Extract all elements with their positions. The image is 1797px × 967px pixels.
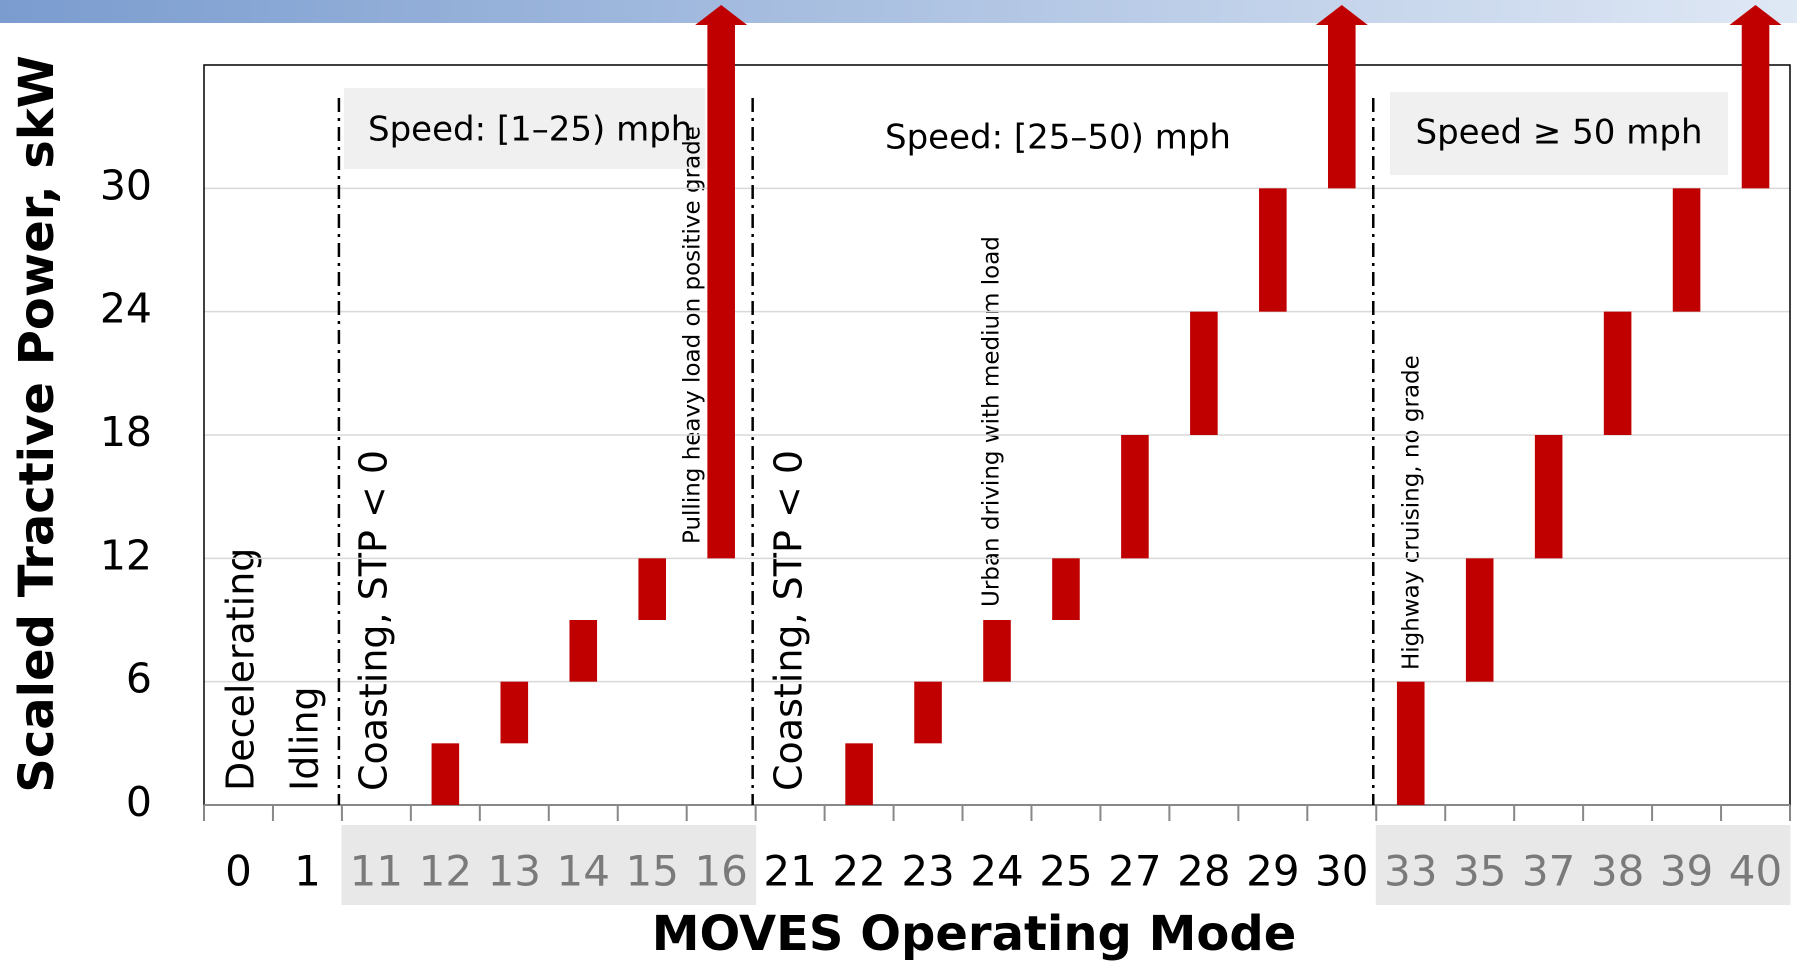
y-axis-title: Scaled Tractive Power, skW xyxy=(9,55,65,792)
arrow-head xyxy=(695,5,748,25)
annotation: Highway cruising, no grade xyxy=(1399,355,1425,670)
x-tick-label: 13 xyxy=(488,847,541,896)
x-tick-label: 24 xyxy=(970,847,1023,896)
plot-frame xyxy=(203,64,1791,805)
bar xyxy=(707,25,735,559)
bar xyxy=(1534,435,1563,559)
annotation: Decelerating xyxy=(219,548,263,791)
label-background xyxy=(1651,825,1722,905)
y-tick-label: 6 xyxy=(126,655,152,703)
x-tick-label: 16 xyxy=(694,847,747,896)
label-background xyxy=(479,825,550,905)
bar xyxy=(845,743,873,805)
x-tick-label: 11 xyxy=(350,847,403,896)
label-background xyxy=(1444,825,1515,905)
x-tick-label: 21 xyxy=(763,847,816,896)
annotation: Coasting, STP < 0 xyxy=(352,450,396,791)
speed-label: Speed ≥ 50 mph xyxy=(1415,113,1702,153)
x-tick-label: 14 xyxy=(557,847,610,896)
x-tick-label: 35 xyxy=(1453,847,1506,896)
x-tick-label: 38 xyxy=(1591,847,1644,896)
x-tick-label: 28 xyxy=(1177,847,1230,896)
speed-label: Speed: [25–50) mph xyxy=(885,118,1231,158)
x-tick-label: 37 xyxy=(1522,847,1575,896)
x-tick-label: 30 xyxy=(1315,847,1368,896)
y-tick-label: 0 xyxy=(126,778,152,826)
label-background xyxy=(617,825,688,905)
annotation: Urban driving with medium load xyxy=(979,236,1005,607)
x-tick-label: 22 xyxy=(832,847,885,896)
bar xyxy=(500,681,529,744)
header-band xyxy=(0,0,1797,23)
y-tick-label: 12 xyxy=(100,531,152,579)
bar xyxy=(914,681,942,744)
bar xyxy=(1327,25,1356,189)
x-tick-label: 23 xyxy=(901,847,954,896)
x-tick-label: 33 xyxy=(1384,847,1437,896)
x-tick-label: 27 xyxy=(1108,847,1161,896)
bar xyxy=(638,558,667,620)
bar xyxy=(1190,311,1218,435)
speed-box xyxy=(344,88,705,169)
x-tick-label: 25 xyxy=(1039,847,1092,896)
label-background xyxy=(341,825,412,905)
y-tick-label: 18 xyxy=(100,408,152,456)
label-background xyxy=(548,825,619,905)
annotation: Coasting, STP < 0 xyxy=(767,450,811,791)
annotation: Pulling heavy load on positive grade xyxy=(680,126,706,544)
x-tick-label: 39 xyxy=(1660,847,1713,896)
bar xyxy=(431,743,460,805)
bar xyxy=(1396,681,1425,805)
bar xyxy=(1672,188,1701,312)
bar xyxy=(1465,558,1494,682)
bar xyxy=(569,620,598,682)
label-background xyxy=(410,825,481,905)
x-tick-label: 0 xyxy=(225,847,252,896)
label-background xyxy=(1375,825,1446,905)
speed-label: Speed: [1–25) mph xyxy=(368,110,692,150)
arrow-head xyxy=(1315,5,1368,25)
annotation: Idling xyxy=(283,686,327,791)
x-tick-label: 1 xyxy=(294,847,321,896)
speed-box xyxy=(1390,92,1728,175)
x-axis-title: MOVES Operating Mode xyxy=(652,906,1297,962)
label-background xyxy=(1513,825,1584,905)
y-tick-label: 24 xyxy=(100,285,152,333)
label-background xyxy=(1720,825,1791,905)
x-tick-label: 15 xyxy=(625,847,678,896)
label-background xyxy=(686,825,757,905)
bar xyxy=(1052,558,1080,620)
x-tick-label: 29 xyxy=(1246,847,1299,896)
x-tick-label: 40 xyxy=(1729,847,1782,896)
bar xyxy=(1603,311,1632,435)
label-background xyxy=(1582,825,1653,905)
bar xyxy=(983,620,1011,682)
y-tick-label: 30 xyxy=(100,161,152,209)
bar xyxy=(1121,435,1149,559)
arrow-head xyxy=(1729,5,1782,25)
bar xyxy=(1259,188,1287,312)
x-tick-label: 12 xyxy=(419,847,472,896)
bar xyxy=(1741,25,1770,189)
